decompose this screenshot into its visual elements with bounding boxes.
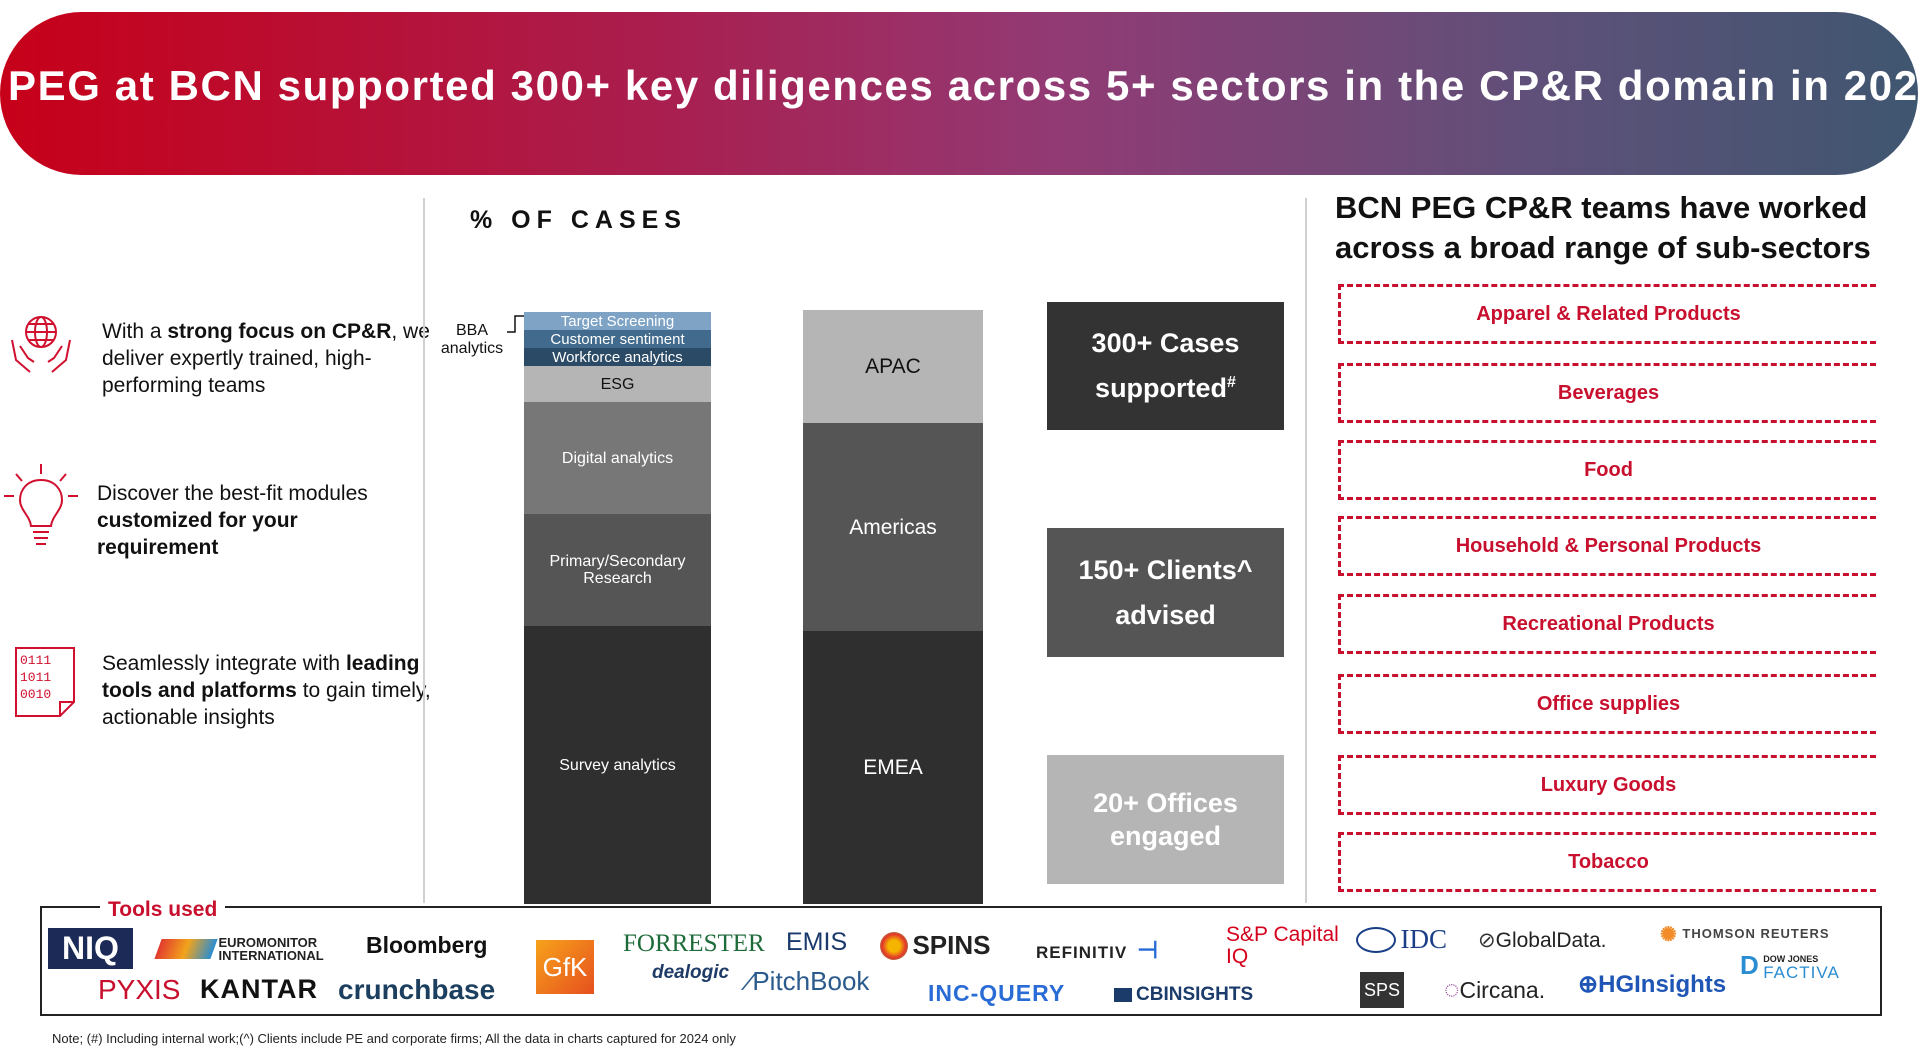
svg-text:0111: 0111 (20, 653, 51, 668)
refinitiv-logo: REFINITIV ⊣ (1036, 937, 1160, 964)
gfk-logo: GfK (536, 940, 594, 994)
tools-label: Tools used (100, 898, 226, 922)
sub-sectors-heading: BCN PEG CP&R teams have worked across a … (1335, 190, 1871, 265)
stat-clients-line1: 150+ Clients^ (1078, 554, 1253, 585)
bar-segment: Customer sentiment (524, 330, 711, 348)
stat-cases: 300+ Cases supported# (1047, 302, 1284, 430)
right-divider (1305, 198, 1307, 903)
bar-segment: Primary/Secondary Research (524, 514, 711, 626)
left-divider (423, 198, 425, 903)
sector-item: Apparel & Related Products (1338, 284, 1876, 344)
footnote: Note; (#) Including internal work;(^) Cl… (52, 1031, 736, 1046)
sp-capital-iq-logo: S&P Capital IQ (1226, 923, 1339, 968)
sector-stacked-bar: Survey analytics Primary/Secondary Resear… (524, 312, 711, 904)
feature-1-text: With a strong focus on CP&R, we deliver … (102, 320, 430, 397)
page-title: PEG at BCN supported 300+ key diligences… (8, 62, 1918, 109)
bar-segment: Target Screening (524, 312, 711, 330)
bar-segment: Digital analytics (524, 402, 711, 514)
forrester-logo: FORRESTER (623, 930, 765, 957)
stat-offices-line2: engaged (1109, 820, 1222, 851)
stat-clients-line2: advised (1115, 599, 1216, 630)
bar-segment: EMEA (803, 631, 983, 904)
tools-box (40, 906, 1882, 1016)
cbinsights-logo: CBINSIGHTS (1114, 984, 1253, 1006)
sector-item: Office supplies (1338, 674, 1876, 734)
stat-offices-line1: 20+ Offices (1093, 787, 1238, 818)
globaldata-logo: ⊘GlobalData. (1478, 929, 1607, 952)
stat-cases-line2: supported# (1095, 373, 1236, 403)
stat-cases-line1: 300+ Cases (1091, 328, 1240, 358)
stat-clients: 150+ Clients^ advised (1047, 528, 1284, 657)
feature-3-text: Seamlessly integrate with leading tools … (102, 652, 431, 729)
sector-item: Household & Personal Products (1338, 516, 1876, 576)
bar-segment: Americas (803, 423, 983, 631)
bar-segment: Survey analytics (524, 626, 711, 904)
svg-text:1011: 1011 (20, 670, 51, 685)
hginsights-logo: ⊕HGInsights (1578, 971, 1727, 998)
euromonitor-logo: EUROMONITOR INTERNATIONAL (154, 936, 328, 962)
svg-text:0010: 0010 (20, 687, 51, 702)
sector-item: Luxury Goods (1338, 755, 1876, 815)
lightbulb-icon (2, 462, 80, 552)
title-banner (0, 12, 1918, 175)
pitchbook-logo: ⁄PitchBook (748, 966, 870, 996)
feature-2-text: Discover the best-fit modules customized… (97, 482, 368, 559)
sector-item: Tobacco (1338, 832, 1876, 892)
binary-document-icon: 0111 1011 0010 (14, 646, 76, 718)
circana-logo: ◌Circana. (1444, 974, 1546, 1004)
emis-logo: EMIS (786, 928, 848, 956)
kantar-logo: KANTAR (200, 974, 318, 1004)
inc-query-logo: INC-QUERY (928, 980, 1066, 1006)
region-stacked-bar: EMEA Americas APAC (803, 310, 983, 904)
bar-segment: ESG (524, 366, 711, 402)
bar-segment: Workforce analytics (524, 348, 711, 366)
spins-logo: SPINS (880, 930, 990, 961)
bar-segment: APAC (803, 310, 983, 423)
thomson-reuters-logo: ✺ THOMSON REUTERS (1660, 924, 1830, 946)
niq-logo: NIQ (48, 928, 133, 969)
globe-hands-icon (8, 310, 74, 376)
pyxis-logo: PYXIS (98, 974, 181, 1005)
sector-item: Recreational Products (1338, 594, 1876, 654)
bba-label: BBA analytics (440, 322, 504, 357)
bba-bracket (507, 315, 531, 333)
factiva-logo: D DOW JONES FACTIVA (1740, 950, 1840, 982)
sps-logo: SPS (1360, 972, 1404, 1008)
crunchbase-logo: crunchbase (338, 974, 496, 1005)
bloomberg-logo: Bloomberg (366, 932, 488, 958)
idc-logo: IDC (1356, 924, 1447, 955)
sector-item: Food (1338, 440, 1876, 500)
dealogic-logo: dealogic (652, 962, 730, 983)
cases-heading: % OF CASES (470, 206, 687, 234)
stat-offices: 20+ Offices engaged (1047, 755, 1284, 884)
sector-item: Beverages (1338, 363, 1876, 423)
